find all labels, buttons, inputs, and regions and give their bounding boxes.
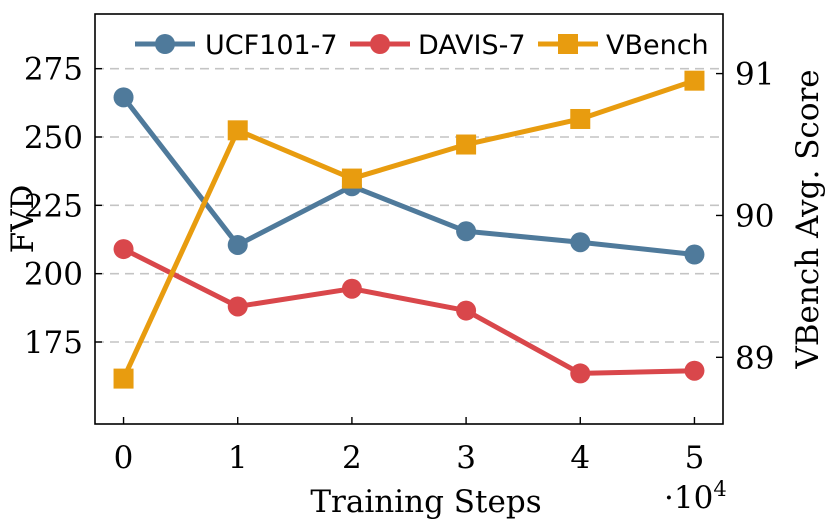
legend-label-ucf: UCF101-7 [205, 30, 338, 61]
x-tick-label: 2 [342, 440, 362, 476]
x-tick-label: 5 [685, 440, 705, 476]
series-line-ucf101-7 [121, 95, 695, 258]
x-tick-label: 3 [456, 440, 476, 476]
legend-marker-davis [370, 34, 390, 54]
data-point [113, 368, 134, 389]
data-point [456, 221, 477, 242]
y-tick-label-right: 90 [735, 198, 774, 234]
data-point [684, 70, 705, 91]
x-axis-multiplier: ·104 [664, 477, 727, 516]
data-point [227, 296, 248, 317]
legend-marker-vbench [558, 34, 578, 54]
y-axis-title-right: VBench Avg. Score [790, 69, 826, 369]
data-point [570, 363, 591, 384]
data-point [456, 134, 477, 155]
legend-label-davis: DAVIS-7 [418, 30, 526, 61]
data-point [113, 87, 134, 108]
y-tick-label-left: 250 [24, 120, 83, 156]
plot-frame [94, 13, 724, 425]
data-point [684, 244, 705, 265]
data-point [684, 360, 705, 381]
data-point [570, 108, 591, 129]
axis-ticks: 175 200 225 250 275 89 90 91 0 1 2 3 4 5 [24, 52, 775, 476]
data-point [456, 300, 477, 321]
legend: UCF101-7 DAVIS-7 VBench [135, 30, 709, 61]
series-layer [113, 70, 705, 389]
y-tick-label-left: 225 [24, 188, 83, 224]
y-tick-label-right: 89 [735, 340, 774, 376]
data-point [227, 234, 248, 255]
series-line-davis-7 [122, 246, 695, 376]
legend-label-vbench: VBench [606, 30, 709, 61]
data-point [570, 232, 591, 253]
series-line-vbench [121, 78, 696, 380]
y-tick-label-left: 175 [24, 325, 83, 361]
x-tick-label: 4 [570, 440, 590, 476]
y-axis-title-left: FVD [5, 185, 41, 254]
x-tick-label: 1 [228, 440, 248, 476]
x-axis-title: Training Steps [310, 484, 541, 520]
x-tick-label: 0 [114, 440, 134, 476]
legend-marker-ucf [155, 34, 175, 54]
y-tick-label-left: 200 [24, 257, 83, 293]
data-point [227, 120, 248, 141]
y-tick-label-left: 275 [24, 52, 83, 88]
data-point [113, 239, 134, 260]
y-tick-label-right: 91 [735, 57, 774, 93]
data-point [341, 278, 362, 299]
data-point [341, 168, 362, 189]
